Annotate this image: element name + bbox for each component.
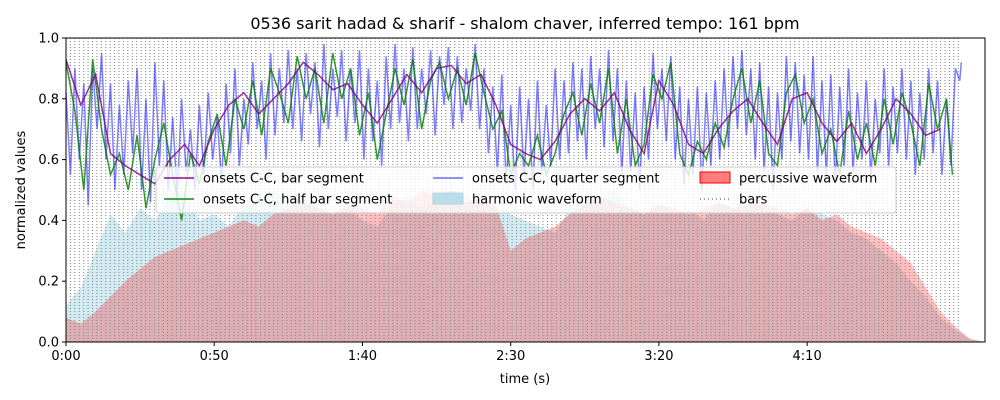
x-tick-label: 4:10 bbox=[793, 349, 822, 364]
x-axis-label: time (s) bbox=[500, 372, 550, 387]
legend-swatch-harmonic-waveform bbox=[432, 192, 464, 205]
x-tick-label: 3:20 bbox=[644, 349, 673, 364]
y-tick-label: 0.8 bbox=[38, 92, 59, 107]
legend-label-onsets-c-c-half-bar-segment: onsets C-C, half bar segment bbox=[203, 193, 392, 208]
legend: onsets C-C, bar segment onsets C-C, half … bbox=[155, 166, 897, 214]
x-axis: 0:00 0:50 1:40 2:30 3:20 4:10 bbox=[51, 342, 822, 364]
y-tick-label: 0.6 bbox=[38, 153, 59, 168]
x-tick-label: 0:00 bbox=[51, 349, 80, 364]
x-tick-label: 1:40 bbox=[348, 349, 377, 364]
plot-frame bbox=[65, 37, 986, 343]
legend-label-onsets-c-c-bar-segment: onsets C-C, bar segment bbox=[203, 172, 364, 187]
x-tick-label: 2:30 bbox=[496, 349, 525, 364]
y-tick-label: 0.4 bbox=[38, 214, 59, 229]
y-tick-label: 0.0 bbox=[38, 336, 59, 351]
legend-label-onsets-c-c-quarter-segment: onsets C-C, quarter segment bbox=[472, 172, 659, 187]
legend-label-percussive-waveform: percussive waveform bbox=[739, 172, 877, 187]
legend-swatch-percussive-waveform bbox=[699, 171, 731, 184]
y-tick-label: 1.0 bbox=[38, 32, 59, 47]
series-onsets-c-c-bar-segment bbox=[66, 59, 941, 185]
y-axis: 0.0 0.2 0.4 0.6 0.8 1.0 bbox=[38, 32, 66, 351]
y-tick-label: 0.2 bbox=[38, 275, 59, 290]
legend-label-harmonic-waveform: harmonic waveform bbox=[472, 193, 602, 208]
chart-title: 0536 sarit hadad & sharif - shalom chave… bbox=[250, 14, 799, 33]
plot-area bbox=[65, 37, 986, 343]
legend-label-bars: bars bbox=[739, 193, 768, 208]
x-tick-label: 0:50 bbox=[200, 349, 229, 364]
y-axis-label: normalized values bbox=[14, 130, 29, 249]
